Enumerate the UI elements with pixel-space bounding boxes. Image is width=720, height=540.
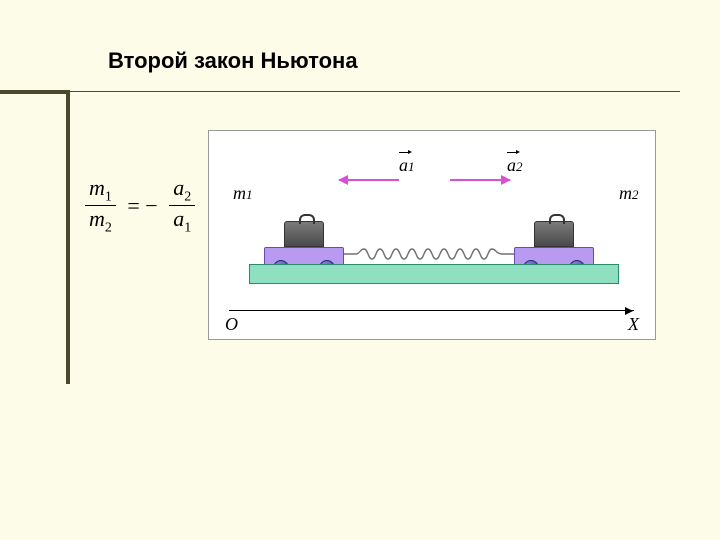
left-accent-bar: [66, 94, 70, 384]
denominator-a1: a1: [169, 206, 195, 236]
vector-a2-label: a2: [507, 155, 523, 176]
page-title: Второй закон Ньютона: [108, 48, 358, 74]
mass-m1-label: m1: [233, 183, 253, 204]
fraction-right: a2 a1: [169, 175, 195, 237]
equals-sign: = −: [121, 193, 163, 219]
thin-underline: [0, 91, 680, 92]
thick-underline-segment: [0, 90, 70, 94]
axis-origin-label: O: [225, 314, 238, 335]
weight-left: [284, 221, 324, 247]
fraction-left: m1 m2: [85, 175, 116, 237]
formula: m1 m2 = − a2 a1 .: [85, 175, 218, 237]
denominator-m2: m2: [85, 206, 116, 236]
spring-icon: [344, 247, 514, 261]
axis-x-label: X: [628, 314, 639, 335]
numerator-m1: m1: [85, 175, 116, 206]
vector-a2-arrow: [450, 179, 510, 181]
diagram: a1 a2 m1 m2 O X: [208, 130, 656, 340]
numerator-a2: a2: [169, 175, 195, 206]
vector-a1-arrow: [339, 179, 399, 181]
vector-a1-label: a1: [399, 155, 415, 176]
title-area: Второй закон Ньютона: [108, 48, 358, 74]
track: [249, 264, 619, 284]
mass-m2-label: m2: [619, 183, 639, 204]
axis-line: [229, 310, 634, 311]
weight-right: [534, 221, 574, 247]
